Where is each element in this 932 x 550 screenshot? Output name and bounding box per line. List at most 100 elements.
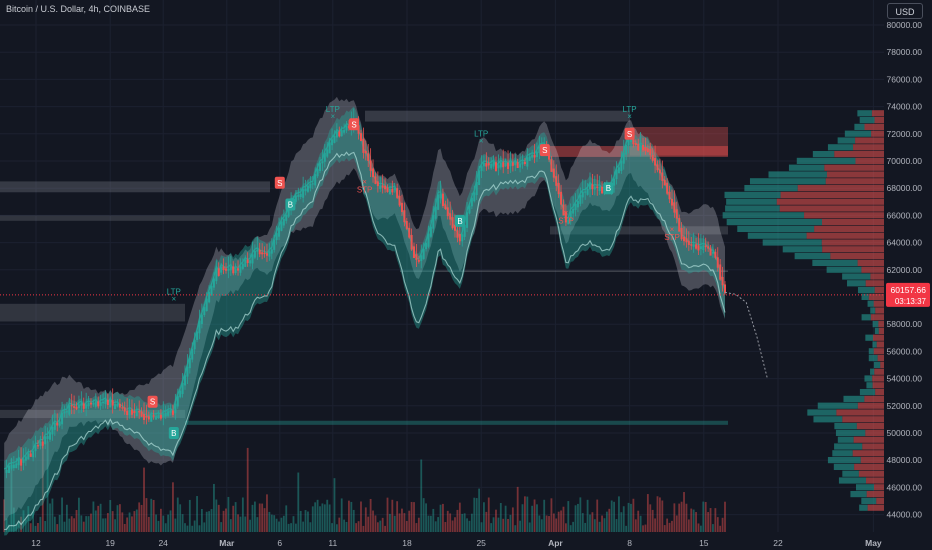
candle-body [77, 404, 80, 409]
candle-body [523, 161, 526, 165]
candle-body [384, 185, 387, 190]
volume-bar [15, 524, 18, 532]
candle-body [396, 188, 399, 198]
volume-bar [685, 503, 688, 532]
candle-body [654, 157, 657, 166]
profile-bar-buy [866, 382, 873, 389]
volume-bar [94, 510, 97, 532]
profile-bar-sell [878, 327, 884, 334]
candle-body [164, 412, 167, 417]
volume-bar [557, 511, 560, 532]
candle-body [591, 184, 594, 190]
volume-bar [304, 510, 307, 532]
volume-bar [343, 519, 346, 532]
candle-body [282, 218, 285, 226]
candle-body [109, 400, 112, 408]
volume-bar [92, 501, 95, 532]
volume-bar [615, 519, 618, 532]
volume-bar [282, 515, 285, 532]
volume-bar [307, 511, 309, 532]
volume-bar [246, 447, 249, 532]
volume-bar [338, 517, 341, 532]
volume-bar [425, 503, 427, 532]
candle-body [420, 255, 423, 262]
volume-bar [687, 519, 690, 532]
volume-bar [333, 478, 336, 532]
volume-bar [126, 517, 129, 532]
candle-body [85, 404, 88, 409]
candle-body [461, 234, 464, 242]
candle-body [224, 268, 227, 271]
profile-bar-buy [835, 429, 866, 436]
candle-body [369, 160, 372, 171]
signal-label: B [171, 429, 176, 438]
profile-bar-buy [726, 219, 823, 226]
volume-bar [184, 523, 186, 532]
volume-bar [299, 510, 302, 532]
volume-bar [591, 512, 594, 532]
volume-bar [314, 502, 317, 532]
volume-bar [268, 511, 271, 532]
signal-label: LTP [623, 105, 637, 114]
currency-button[interactable]: USD [887, 3, 923, 19]
profile-bar-buy [872, 341, 877, 348]
volume-bar [473, 497, 476, 532]
candle-body [331, 139, 334, 146]
candle-body [280, 221, 283, 231]
candle-body [538, 146, 541, 154]
price-tick-label: 46000.00 [887, 482, 923, 492]
trend-line [4, 151, 726, 531]
candle-body [123, 407, 126, 412]
candle-body [200, 314, 203, 325]
profile-bar-sell [873, 348, 884, 355]
volume-bar [495, 509, 497, 532]
candle-body [191, 348, 194, 360]
volume-bar [208, 511, 211, 532]
volume-bar [668, 522, 671, 532]
candle-body [17, 459, 20, 466]
candle-body [217, 268, 220, 276]
profile-bar-buy [737, 225, 815, 232]
profile-bar-buy [868, 355, 878, 362]
candle-body [294, 195, 297, 202]
candle-body [514, 162, 517, 166]
volume-bar [172, 482, 174, 532]
profile-bar-buy [865, 334, 874, 341]
volume-bar [666, 518, 669, 532]
volume-bar [507, 518, 509, 532]
volume-bar [567, 501, 570, 532]
signal-label: B [606, 184, 611, 193]
volume-bar [275, 518, 278, 532]
profile-bar-sell [855, 157, 884, 164]
signal-label: S [150, 398, 155, 407]
volume-bar [205, 511, 208, 532]
candle-body [333, 135, 336, 143]
volume-bar [543, 499, 546, 532]
volume-bar [5, 518, 8, 532]
candle-body [24, 456, 27, 461]
candle-body [656, 164, 659, 171]
candle-body [362, 138, 365, 153]
volume-bar [661, 500, 664, 532]
candle-body [466, 212, 469, 228]
volume-bar [213, 483, 215, 532]
profile-bar-buy [813, 416, 843, 423]
volume-bar [683, 492, 685, 532]
volume-bar [78, 497, 80, 532]
volume-bar [564, 523, 567, 532]
volume-bar [176, 497, 179, 532]
volume-bar [379, 520, 382, 532]
candle-body [417, 259, 420, 262]
candle-body [229, 266, 232, 271]
volume-bar [12, 507, 15, 532]
volume-bar [601, 515, 603, 532]
candle-body [560, 191, 563, 205]
candle-body [398, 195, 401, 206]
signal-x-icon: × [670, 225, 675, 234]
candle-body [222, 266, 225, 270]
price-tick-label: 78000.00 [887, 47, 923, 57]
profile-bar-buy [725, 205, 780, 212]
volume-bar [280, 517, 283, 532]
